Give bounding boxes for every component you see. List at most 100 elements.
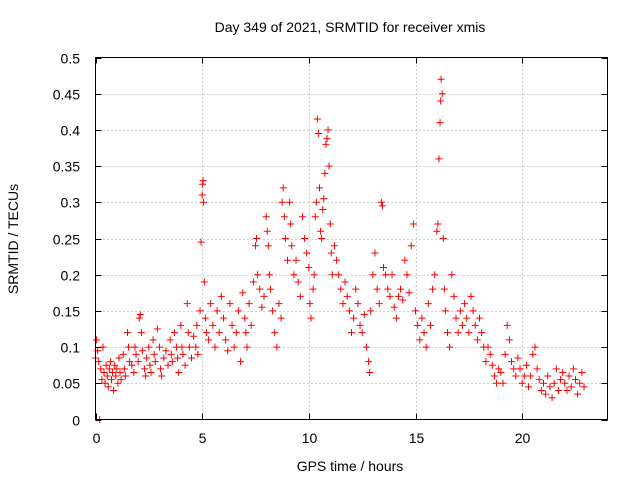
data-point (213, 307, 221, 315)
data-point (537, 387, 545, 395)
data-point (320, 195, 328, 203)
data-point (188, 354, 195, 362)
data-point (303, 249, 311, 257)
y-axis-tick-labels: 0 0.05 0.1 0.15 0.2 0.25 0.3 0.35 0.4 0.45 0.5 (53, 51, 80, 429)
data-point (354, 300, 362, 308)
data-point (162, 347, 170, 355)
data-point (452, 314, 460, 322)
data-point (175, 368, 183, 376)
data-point (499, 379, 507, 387)
data-point (313, 115, 321, 123)
data-point (394, 292, 402, 300)
x-axis-label: GPS time / hours (297, 458, 404, 474)
data-point (249, 278, 257, 286)
data-point (286, 198, 294, 206)
data-point (220, 314, 227, 322)
data-point (247, 321, 255, 329)
data-point (160, 354, 168, 362)
data-point (168, 358, 176, 366)
data-point (101, 379, 109, 387)
data-point (132, 350, 140, 358)
data-point (476, 314, 483, 322)
data-point (271, 329, 279, 337)
data-point (493, 379, 501, 387)
data-point (350, 314, 358, 322)
data-point (262, 213, 270, 221)
data-point (245, 300, 253, 308)
data-point (436, 119, 444, 127)
data-point (324, 126, 332, 134)
data-point (531, 343, 539, 351)
data-point (166, 336, 174, 344)
data-point (386, 292, 394, 300)
data-point (431, 271, 439, 279)
data-point (448, 271, 456, 279)
data-point (446, 343, 454, 351)
data-point (177, 321, 185, 329)
data-point (279, 184, 287, 192)
data-point (253, 235, 261, 242)
data-point (529, 350, 537, 358)
data-point (224, 347, 232, 355)
data-point (367, 307, 375, 315)
data-point (156, 343, 163, 351)
data-point (292, 256, 300, 264)
data-point (434, 220, 442, 228)
data-point (184, 329, 192, 337)
data-point (420, 329, 428, 337)
x-tick-label: 0 (93, 430, 101, 446)
data-point (426, 321, 434, 329)
data-point (518, 379, 526, 387)
y-tick-label: 0.45 (53, 87, 80, 103)
data-point (104, 383, 112, 391)
data-point (202, 329, 210, 337)
data-point (360, 311, 368, 319)
data-point (414, 321, 422, 329)
data-point (301, 235, 309, 242)
data-point (128, 361, 136, 369)
data-point (237, 358, 245, 366)
data-point (277, 314, 285, 322)
data-point (337, 285, 345, 293)
data-point (365, 358, 373, 366)
data-point (287, 220, 295, 228)
data-point (243, 343, 251, 351)
data-point (307, 314, 315, 322)
data-point (348, 329, 355, 337)
data-point (388, 271, 396, 279)
data-point (503, 321, 511, 329)
data-point (215, 329, 223, 337)
data-point (520, 372, 528, 380)
data-point (230, 343, 238, 351)
data-point (488, 361, 496, 369)
data-point (105, 365, 113, 373)
data-point (146, 361, 154, 369)
data-point (185, 343, 193, 351)
data-point (234, 307, 242, 315)
data-point (321, 169, 329, 177)
data-point (108, 376, 115, 384)
data-point (435, 155, 443, 163)
data-point (312, 198, 320, 206)
data-point (578, 368, 586, 376)
data-point (358, 329, 366, 337)
data-point (102, 361, 110, 369)
y-tick-label: 0 (72, 413, 80, 429)
data-point (143, 354, 151, 362)
data-point (201, 314, 209, 322)
data-point (141, 365, 149, 373)
data-point (380, 263, 387, 271)
grid-lines (95, 57, 608, 420)
data-point (505, 336, 513, 344)
data-point (126, 358, 134, 366)
data-point (124, 329, 131, 337)
data-point (273, 343, 281, 351)
data-point (371, 249, 379, 257)
data-point (422, 343, 430, 351)
data-point (158, 372, 166, 380)
data-point (467, 292, 475, 300)
data-point (314, 130, 322, 138)
data-point (278, 198, 286, 206)
data-point (199, 177, 207, 185)
